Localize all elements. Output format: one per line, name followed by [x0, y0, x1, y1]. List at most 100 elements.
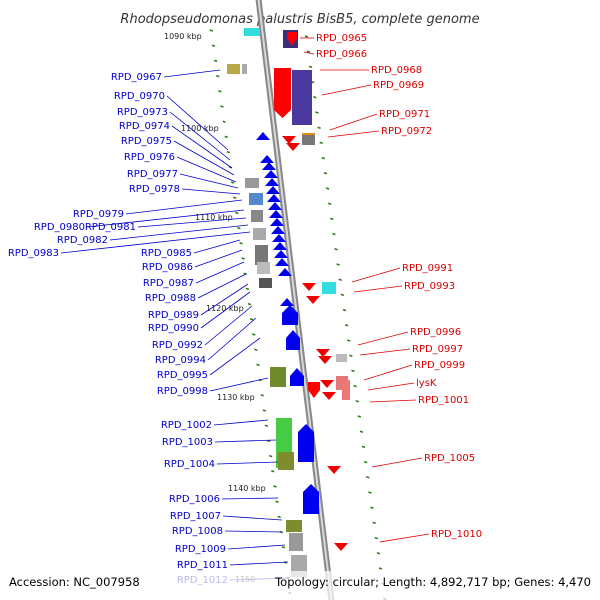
reverse-arrow-1 [286, 143, 300, 151]
forward-arrow-14 [275, 258, 289, 266]
leader-rpd-0972 [327, 130, 380, 138]
gene-block-9 [253, 228, 266, 240]
gene-label-rpd-0993: RPD_0993 [404, 281, 455, 292]
tick-left [224, 135, 228, 139]
accession-text: Accession: NC_007958 [9, 575, 140, 589]
gene-label-rpd-0994: RPD_0994 [155, 355, 206, 366]
forward-arrow-3 [264, 170, 278, 178]
leader-rpd-0988 [197, 273, 247, 299]
leader-rpd-0993 [353, 285, 403, 293]
gene-label-rpd-0996: RPD_0996 [410, 327, 461, 338]
gene-label-rpd-1003: RPD_1003 [162, 437, 213, 448]
tick-right [321, 156, 326, 160]
tick-left [213, 59, 218, 63]
forward-arrow-12 [273, 242, 287, 250]
forward-gene-1 [286, 330, 300, 350]
tick-right [351, 369, 355, 373]
leader-rpd-0970 [166, 95, 229, 151]
leader-rpd-1010 [379, 533, 430, 543]
tick-left [226, 150, 231, 154]
leader-rpd-0998 [209, 377, 269, 392]
leader-rpd-0980 [86, 209, 245, 228]
leader-rpd-0975 [173, 140, 235, 176]
tick-left [232, 196, 237, 199]
gene-block-14 [270, 367, 286, 387]
gene-label-rpd-0989: RPD_0989 [148, 310, 199, 321]
tick-left [209, 29, 214, 32]
reverse-arrow-2 [302, 283, 316, 291]
leader-rpd-1009 [227, 544, 286, 550]
leader-rpd-1008 [224, 530, 283, 533]
gene-block-0 [227, 64, 240, 74]
forward-arrow-9 [270, 218, 284, 226]
reverse-gene-0 [274, 68, 291, 118]
gene-label-rpd-0991: RPD_0991 [402, 263, 453, 274]
leader-rpd-0979 [125, 199, 243, 215]
forward-arrow-10 [271, 226, 285, 234]
leader-rpd-0981 [137, 217, 247, 228]
forward-gene-3 [298, 424, 314, 462]
tick-left [215, 74, 220, 78]
tick-right [368, 491, 372, 494]
gene-label-rpd-0966: RPD_0966 [316, 49, 367, 60]
gene-label-rpd-1009: RPD_1009 [175, 544, 226, 555]
tick-left [271, 470, 275, 473]
tick-left [277, 515, 281, 519]
tick-right [327, 202, 332, 205]
reverse-arrow-4 [316, 349, 330, 357]
gene-label-rpd-1001: RPD_1001 [418, 395, 469, 406]
leader-rpd-0982 [109, 224, 249, 241]
tick-left [273, 485, 277, 488]
reverse-gene-1 [287, 32, 297, 46]
leader-rpd-1011 [229, 561, 289, 566]
genome-backbone [255, 0, 335, 600]
gene-label-rpd-1011: RPD_1011 [177, 560, 228, 571]
gene-label-rpd-0980: RPD_0980 [34, 222, 85, 233]
forward-arrow-8 [269, 210, 283, 218]
tick-right [313, 96, 317, 99]
gene-block-5 [302, 135, 315, 145]
gene-block-12 [259, 278, 272, 288]
reverse-arrow-6 [320, 380, 334, 388]
gene-label-rpd-1006: RPD_1006 [169, 494, 220, 505]
gene-labels: RPD_0967 RPD_0970 RPD_0973 RPD_0974 RPD_0975… [8, 33, 482, 586]
tick-left [247, 302, 252, 306]
forward-arrow-11 [272, 234, 286, 242]
gene-block-6 [245, 178, 259, 188]
gene-block-13 [322, 282, 336, 294]
forward-gene-2 [290, 368, 304, 386]
forward-arrow-5 [266, 186, 280, 194]
tick-left [235, 211, 239, 215]
leader-rpd-0989 [200, 283, 249, 316]
reverse-arrow-7 [322, 392, 336, 400]
leader-rpd-1007 [222, 515, 283, 521]
scale-label-1100: 1100 kbp [181, 124, 219, 133]
reverse-arrow-5 [318, 356, 332, 364]
tick-left [218, 90, 222, 93]
tick-right [372, 521, 376, 525]
gene-label-rpd-0965: RPD_0965 [316, 33, 367, 44]
tick-right [353, 384, 357, 388]
tick-right [332, 232, 336, 236]
tick-right [317, 126, 321, 129]
tick-left [220, 105, 224, 108]
tick-left [262, 409, 267, 412]
reverse-arrow-8 [327, 466, 341, 474]
leader-rpd-0974 [171, 125, 233, 169]
reverse-arrow-3 [306, 296, 320, 304]
tick-right [338, 278, 343, 281]
gene-label-rpd-0973: RPD_0973 [117, 107, 168, 118]
tick-right [374, 536, 379, 540]
gene-label-rpd-1005: RPD_1005 [424, 453, 475, 464]
tick-right [340, 293, 345, 297]
leader-rpd-0987 [195, 261, 245, 284]
gene-label-rpd-0988: RPD_0988 [145, 293, 196, 304]
tick-right [323, 172, 328, 175]
leader-rpd-0992 [204, 305, 253, 346]
tick-left [237, 226, 241, 230]
scale-label-1110: 1110 kbp [195, 213, 233, 222]
gene-label-rpd-0975: RPD_0975 [121, 136, 172, 147]
leader-rpd-1005 [371, 457, 423, 468]
gene-label-rpd-0990: RPD_0990 [148, 323, 199, 334]
leader-rpd-0985 [193, 239, 241, 254]
